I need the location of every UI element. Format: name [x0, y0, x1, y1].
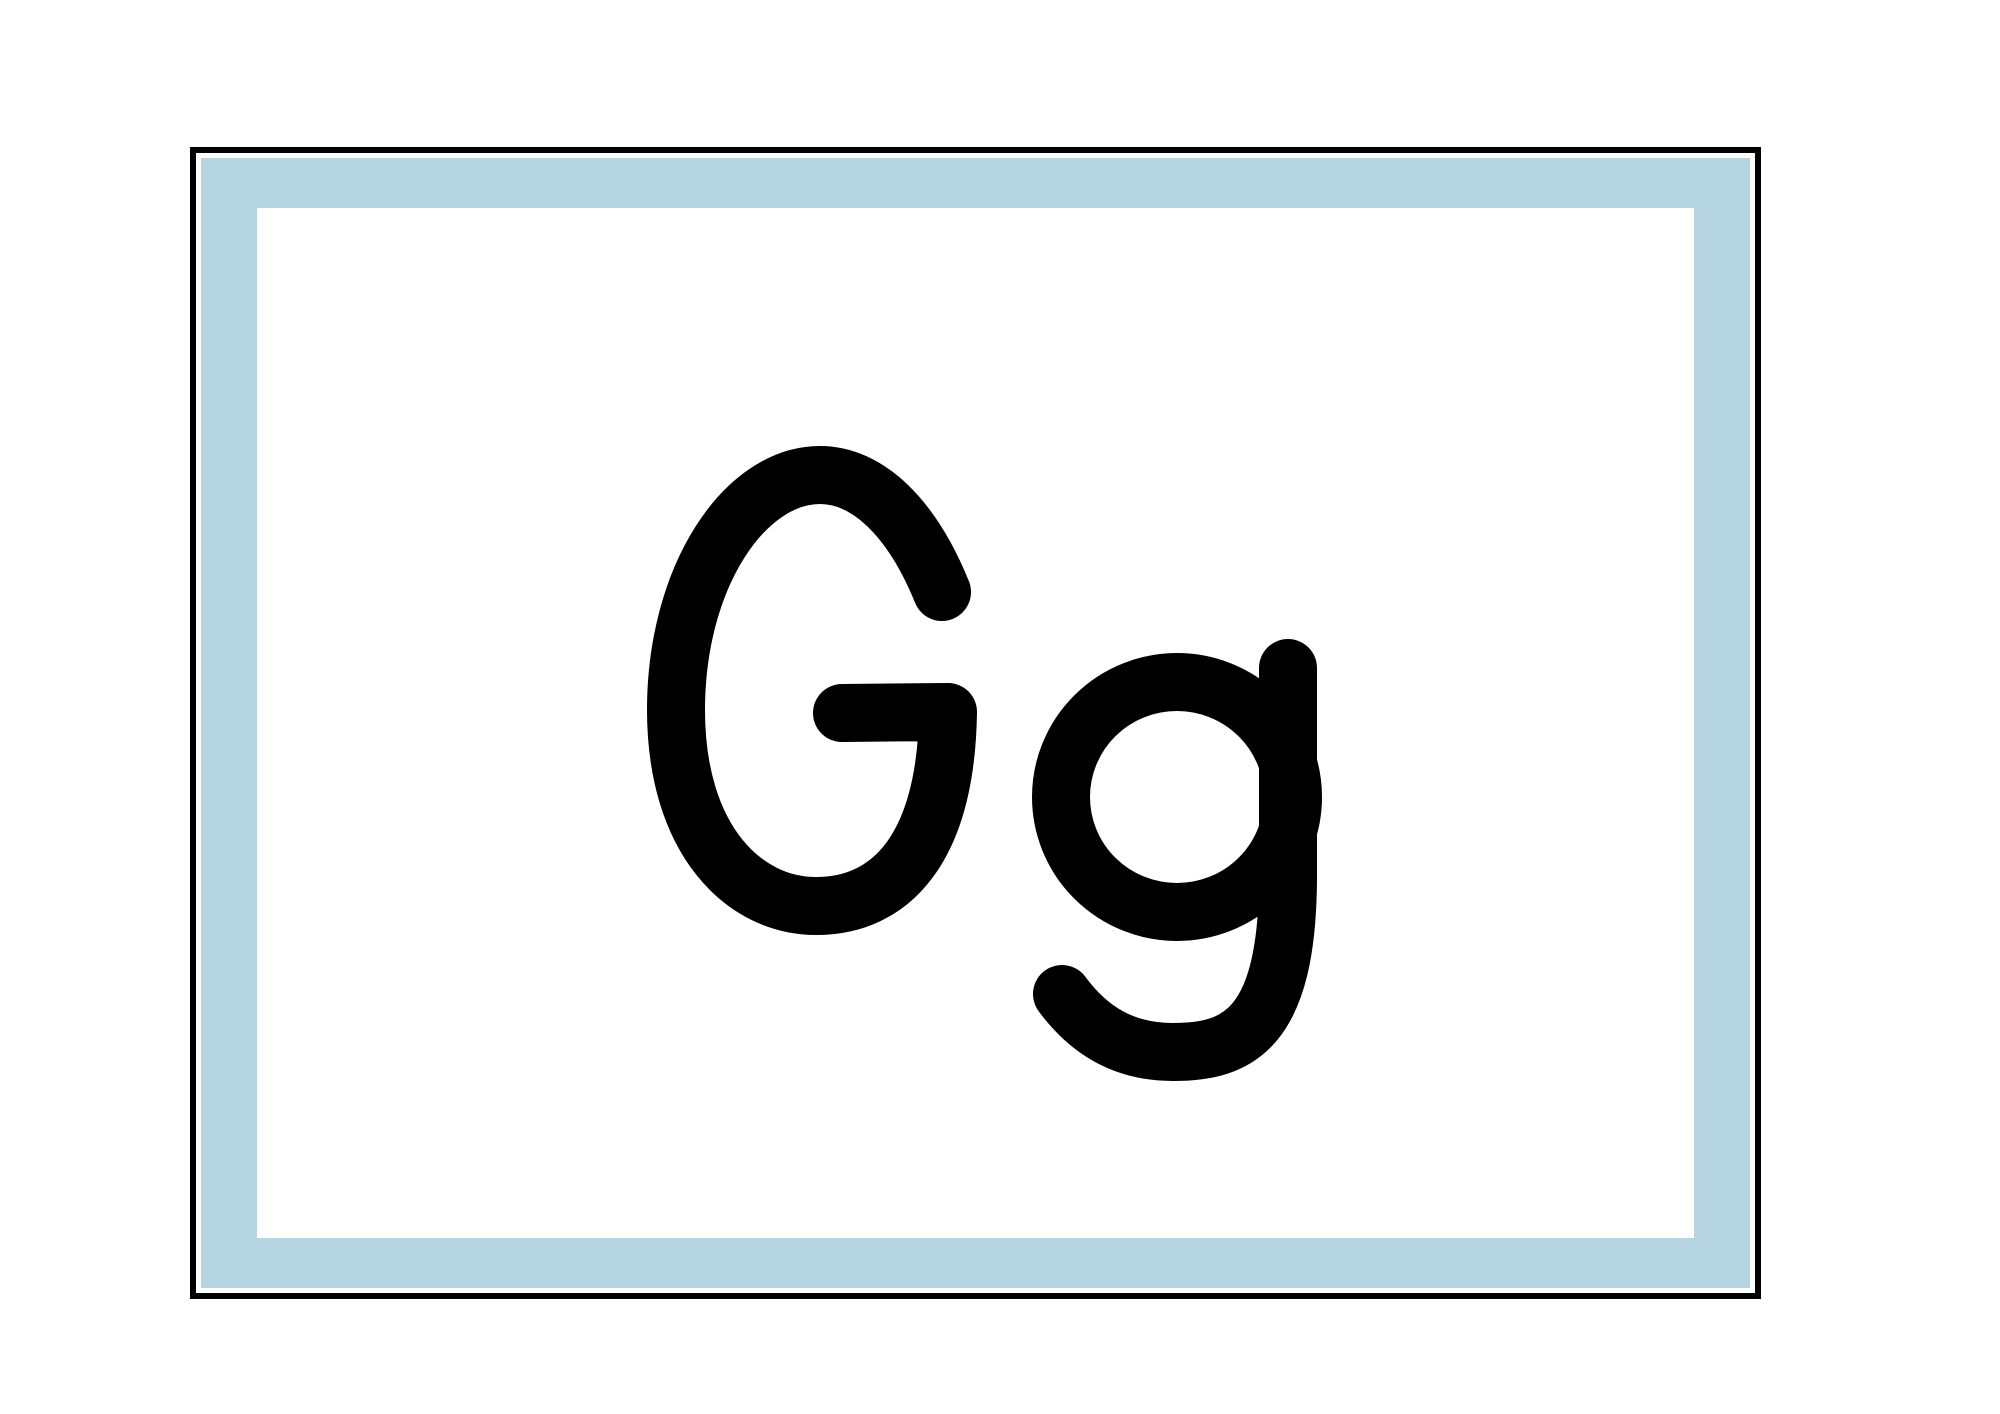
flashcard-frame: [201, 158, 1750, 1288]
flashcard-inner: [257, 208, 1694, 1238]
flashcard: [190, 147, 1761, 1299]
